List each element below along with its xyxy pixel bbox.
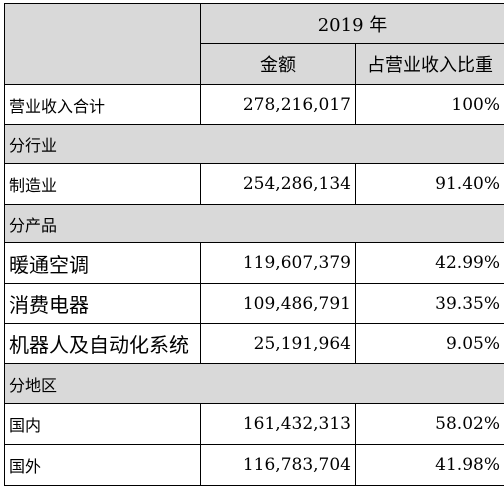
row-amount: 119,607,379 [200, 242, 356, 284]
row-ratio: 39.35% [355, 283, 504, 324]
total-amount: 278,216,017 [200, 84, 356, 125]
row-ratio: 42.99% [355, 242, 504, 284]
row-label: 消费电器 [4, 283, 201, 324]
row-label: 国内 [4, 403, 201, 445]
section-row-industry: 分行业 [4, 124, 504, 164]
section-row-product: 分产品 [4, 204, 504, 243]
row-amount: 25,191,964 [200, 323, 356, 364]
section-label-product: 分产品 [4, 204, 504, 243]
row-amount: 109,486,791 [200, 283, 356, 324]
row-amount: 161,432,313 [200, 403, 356, 445]
row-ratio: 58.02% [355, 403, 504, 445]
header-corner-cell [4, 3, 201, 85]
row-label: 制造业 [4, 163, 201, 205]
row-ratio: 41.98% [355, 444, 504, 486]
header-row-year: 2019 年 [4, 3, 504, 85]
table-row: 暖通空调 119,607,379 42.99% [4, 242, 504, 284]
section-label-region: 分地区 [4, 363, 504, 404]
header-amount: 金额 [200, 43, 356, 85]
table-row: 消费电器 109,486,791 39.35% [4, 283, 504, 324]
row-ratio: 91.40% [355, 163, 504, 205]
header-ratio: 占营业收入比重 [355, 43, 504, 85]
row-label: 国外 [4, 444, 201, 486]
header-row-columns: 金额 占营业收入比重 [5, 43, 504, 85]
table-row: 国外 116,783,704 41.98% [4, 444, 504, 486]
section-label-industry: 分行业 [4, 124, 504, 164]
table-row: 制造业 254,286,134 91.40% [4, 163, 504, 205]
row-label: 暖通空调 [4, 242, 201, 284]
table-row: 国内 161,432,313 58.02% [4, 403, 504, 445]
row-amount: 254,286,134 [200, 163, 356, 205]
total-ratio: 100% [355, 84, 504, 125]
row-amount: 116,783,704 [200, 444, 356, 486]
row-label: 机器人及自动化系统 [4, 323, 201, 364]
section-row-region: 分地区 [4, 363, 504, 404]
total-label: 营业收入合计 [4, 84, 201, 125]
revenue-table: 2019 年 金额 占营业收入比重 营业收入合计 278,216,017 100… [4, 3, 504, 486]
total-row: 营业收入合计 278,216,017 100% [4, 84, 504, 125]
table-row: 机器人及自动化系统 25,191,964 9.05% [4, 323, 504, 364]
row-ratio: 9.05% [355, 323, 504, 364]
header-year: 2019 年 [200, 3, 504, 44]
